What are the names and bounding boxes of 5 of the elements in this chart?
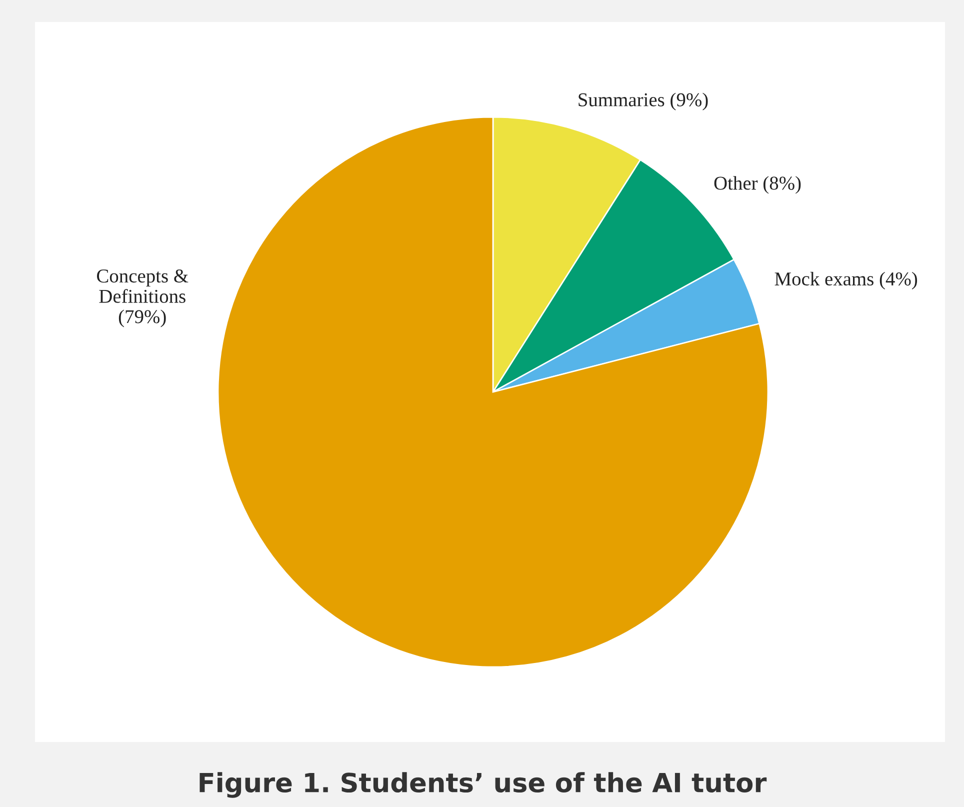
slice-label: Concepts & Definitions (79%): [96, 269, 188, 328]
slice-label: Other (8%): [714, 176, 801, 194]
slice-label: Mock exams (4%): [774, 272, 918, 290]
slice-label: Summaries (9%): [578, 92, 708, 110]
text: Figure 1. Students’ use of the AI tutor: [200, 772, 767, 798]
